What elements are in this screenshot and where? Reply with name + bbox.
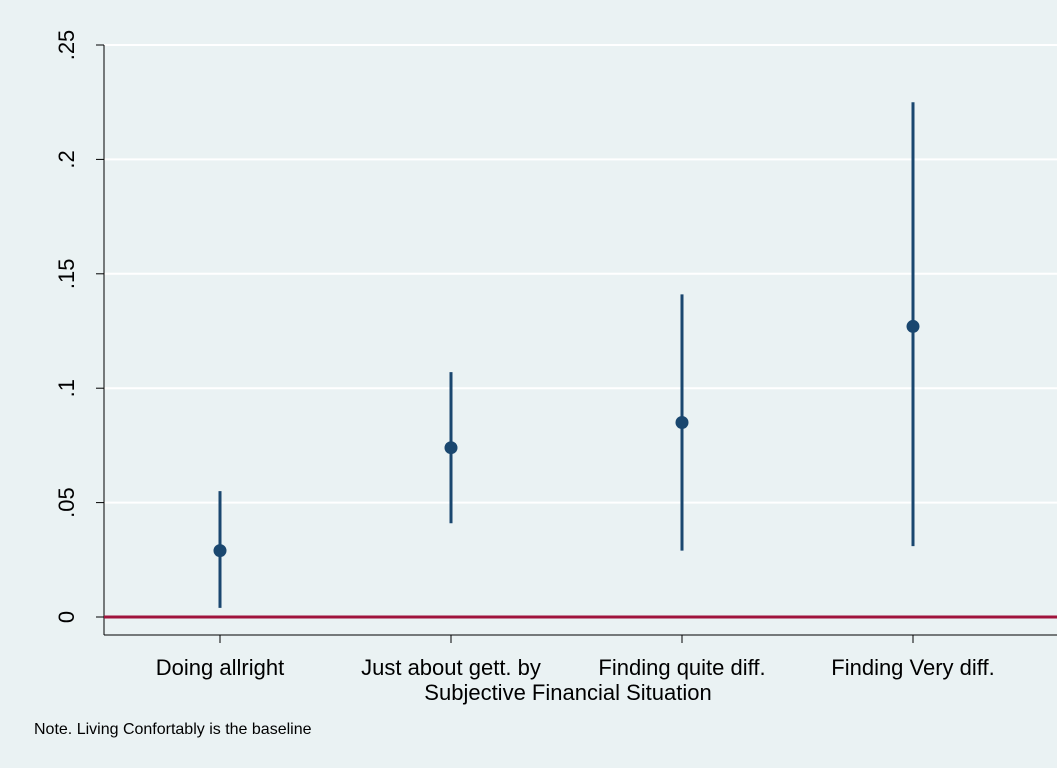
- data-marks: [213, 102, 920, 608]
- y-tick-label: .2: [54, 150, 79, 168]
- x-tick-label: Finding quite diff.: [598, 655, 765, 680]
- x-axis-ticks: Doing allright Just about gett. by Finding…: [156, 635, 995, 680]
- point-estimate: [675, 416, 689, 430]
- x-tick-label: Finding Very diff.: [831, 655, 994, 680]
- x-axis-title: Subjective Financial Situation: [424, 680, 711, 705]
- y-tick-label: .15: [54, 259, 79, 290]
- point-estimate: [213, 544, 227, 558]
- y-tick-label: .05: [54, 487, 79, 518]
- y-tick-label: .25: [54, 30, 79, 61]
- y-tick-label: .1: [54, 379, 79, 397]
- x-tick-label: Just about gett. by: [361, 655, 541, 680]
- y-tick-label: 0: [54, 611, 79, 623]
- plot-area: [104, 20, 1057, 635]
- x-tick-label: Doing allright: [156, 655, 284, 680]
- point-estimate: [906, 319, 920, 333]
- chart-note: Note. Living Confortably is the baseline: [34, 721, 312, 738]
- y-axis-ticks: 0 .05 .1 .15 .2 .25: [54, 30, 104, 623]
- gridlines: [104, 44, 1057, 504]
- point-estimate: [444, 441, 458, 455]
